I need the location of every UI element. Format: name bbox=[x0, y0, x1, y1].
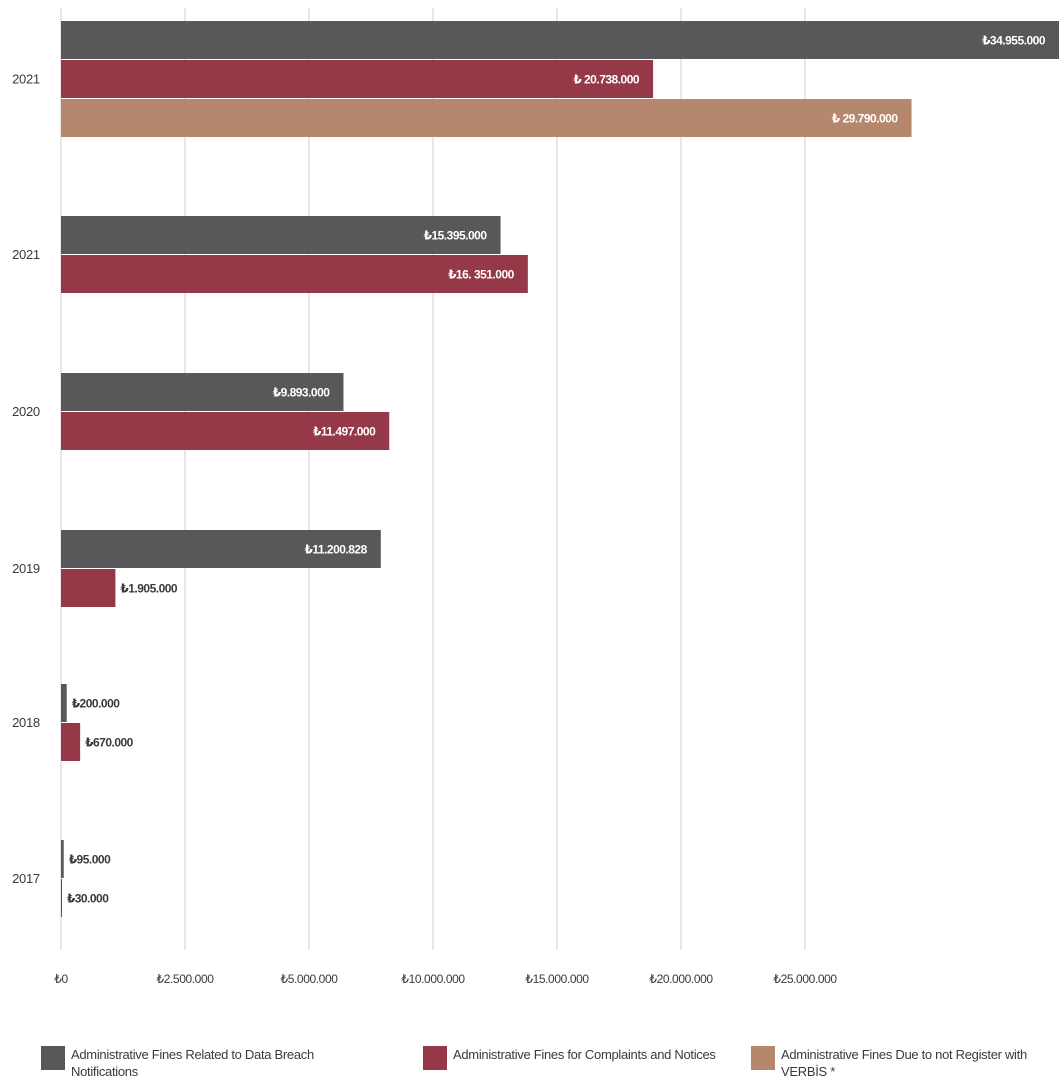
bar-data-breach bbox=[61, 840, 64, 878]
x-tick-label: ₺5.000.000 bbox=[280, 972, 338, 986]
year-labels: 2021 2021 2020 2019 2018 2017 bbox=[12, 72, 40, 887]
legend-label-complaints: Administrative Fines for Complaints and … bbox=[453, 1047, 716, 1062]
bar-data-breach bbox=[61, 21, 1059, 59]
bars: ₺34.955.000 ₺ 20.738.000 ₺ 29.790.000 ₺15.3… bbox=[61, 21, 1059, 917]
bar-complaints bbox=[61, 60, 654, 98]
year-label: 2021 bbox=[12, 247, 40, 262]
legend-label-data-breach: Administrative Fines Related to Data Bre… bbox=[71, 1047, 314, 1079]
data-label: ₺16. 351.000 bbox=[448, 268, 515, 282]
year-label: 2020 bbox=[12, 404, 40, 419]
bar-complaints bbox=[61, 412, 390, 450]
x-tick-label: ₺0 bbox=[54, 972, 68, 986]
data-label: ₺15.395.000 bbox=[424, 229, 488, 243]
bar-complaints bbox=[61, 723, 81, 761]
bar-verbis bbox=[61, 99, 912, 137]
data-label: ₺30.000 bbox=[67, 892, 109, 906]
year-label: 2019 bbox=[12, 561, 40, 576]
bar-data-breach bbox=[61, 684, 67, 722]
bar-complaints bbox=[61, 255, 528, 293]
bar-complaints bbox=[61, 569, 116, 607]
legend: Administrative Fines Related to Data Bre… bbox=[0, 1046, 1059, 1087]
data-label: ₺ 29.790.000 bbox=[832, 112, 899, 126]
data-label: ₺11.200.828 bbox=[305, 543, 368, 557]
data-label: ₺9.893.000 bbox=[273, 386, 331, 400]
year-label: 2021 bbox=[12, 72, 40, 87]
x-tick-label: ₺10.000.000 bbox=[401, 972, 465, 986]
bar-complaints bbox=[61, 879, 62, 917]
year-label: 2018 bbox=[12, 715, 40, 730]
bar-data-breach bbox=[61, 373, 344, 411]
legend-swatch-verbis bbox=[751, 1046, 775, 1070]
bar-data-breach bbox=[61, 530, 381, 568]
legend-swatch-data-breach bbox=[41, 1046, 65, 1070]
x-axis-ticks: ₺0 ₺2.500.000 ₺5.000.000 ₺10.000.000 ₺15.000… bbox=[54, 972, 838, 986]
legend-item-verbis: Administrative Fines Due to not Register… bbox=[751, 1046, 1056, 1080]
x-tick-label: ₺2.500.000 bbox=[156, 972, 214, 986]
grid-lines bbox=[60, 8, 806, 950]
data-label: ₺34.955.000 bbox=[982, 34, 1046, 48]
legend-swatch-complaints bbox=[423, 1046, 447, 1070]
legend-item-data-breach: Administrative Fines Related to Data Bre… bbox=[41, 1046, 381, 1080]
data-label: ₺200.000 bbox=[72, 697, 121, 711]
data-label: ₺670.000 bbox=[85, 736, 134, 750]
x-tick-label: ₺15.000.000 bbox=[525, 972, 589, 986]
bar-data-breach bbox=[61, 216, 501, 254]
legend-item-complaints: Administrative Fines for Complaints and … bbox=[423, 1046, 738, 1070]
x-tick-label: ₺20.000.000 bbox=[649, 972, 713, 986]
x-tick-label: ₺25.000.000 bbox=[773, 972, 837, 986]
data-label: ₺1.905.000 bbox=[120, 582, 178, 596]
year-label: 2017 bbox=[12, 871, 40, 886]
data-label: ₺95.000 bbox=[69, 853, 111, 867]
legend-label-verbis: Administrative Fines Due to not Register… bbox=[781, 1047, 1027, 1079]
data-label: ₺11.497.000 bbox=[313, 425, 376, 439]
data-label: ₺ 20.738.000 bbox=[573, 73, 640, 87]
